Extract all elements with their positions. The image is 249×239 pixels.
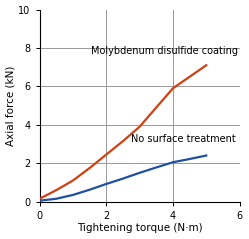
X-axis label: Tightening torque (N·m): Tightening torque (N·m) xyxy=(77,223,202,234)
Y-axis label: Axial force (kN): Axial force (kN) xyxy=(5,65,15,146)
Text: No surface treatment: No surface treatment xyxy=(131,134,236,144)
Text: Molybdenum disulfide coating: Molybdenum disulfide coating xyxy=(91,46,238,56)
